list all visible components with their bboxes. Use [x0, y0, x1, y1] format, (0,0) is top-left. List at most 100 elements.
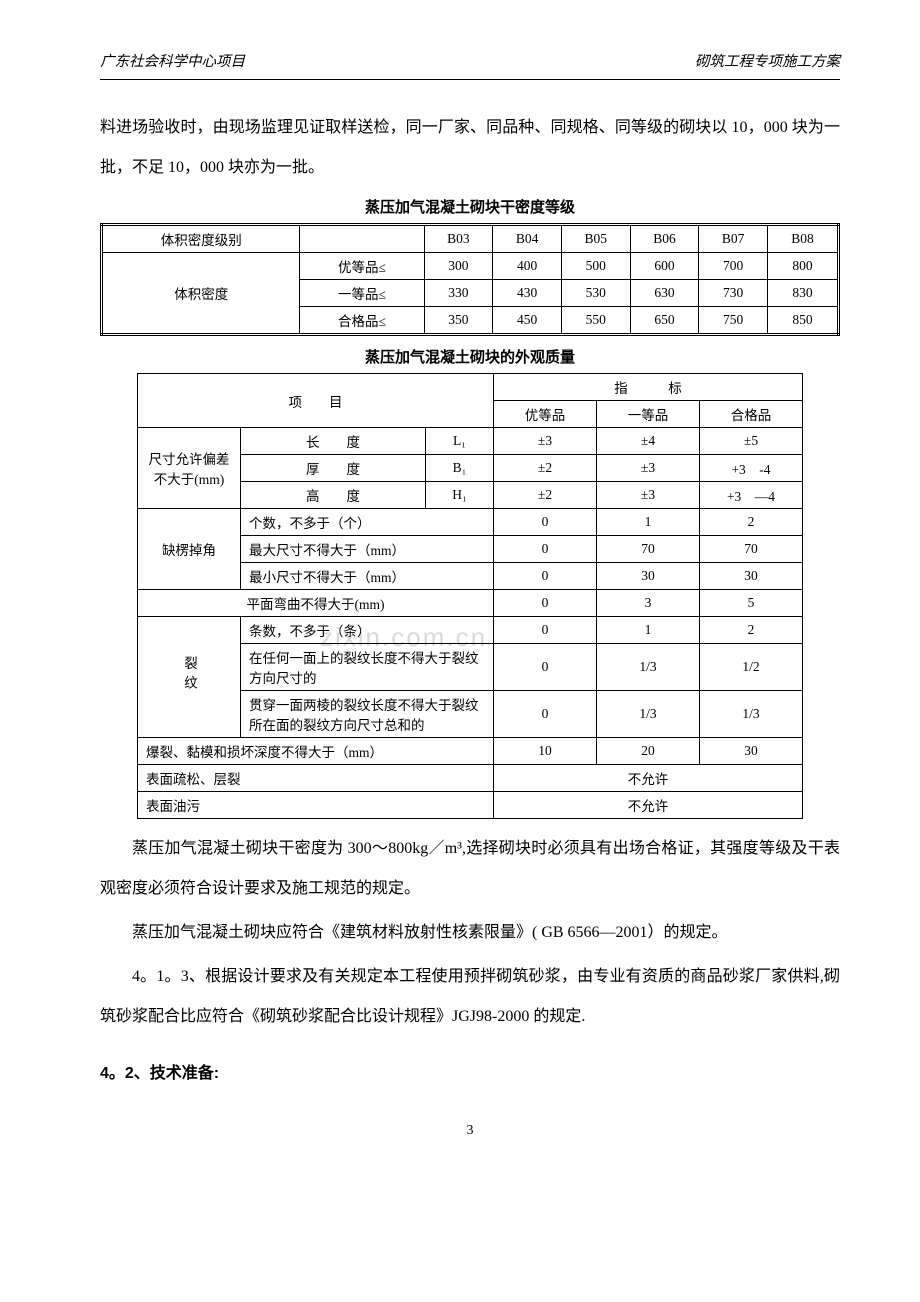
page-header: 广东社会科学中心项目 砌筑工程专项施工方案	[100, 50, 840, 71]
cell: 30	[597, 563, 700, 590]
cell: L₁	[426, 428, 494, 455]
cell: 3	[597, 590, 700, 617]
cell: 500	[561, 253, 630, 280]
cell: 尺寸允许偏差不大于(mm)	[138, 428, 241, 509]
table1-title: 蒸压加气混凝土砌块干密度等级	[100, 196, 840, 217]
cell: 830	[768, 280, 839, 307]
cell: 30	[700, 738, 803, 765]
table-row: 体积密度级别 B03 B04 B05 B06 B07 B08	[102, 225, 839, 253]
table-row: 体积密度 优等品≤ 300 400 500 600 700 800	[102, 253, 839, 280]
cell: ±2	[494, 482, 597, 509]
cell: 最大尺寸不得大于（mm）	[241, 536, 494, 563]
cell: 长 度	[241, 428, 426, 455]
para-2: 蒸压加气混凝土砌块干密度为 300～800kg／m³,选择砌块时必须具有出场合格…	[100, 829, 840, 909]
cell: 高 度	[241, 482, 426, 509]
cell: 0	[494, 691, 597, 738]
cell: 不允许	[494, 765, 803, 792]
cell: 平面弯曲不得大于(mm)	[138, 590, 494, 617]
cell: ±4	[597, 428, 700, 455]
table2-title: 蒸压加气混凝土砌块的外观质量	[100, 346, 840, 367]
table-row: 表面油污 不允许	[138, 792, 803, 819]
section-heading: 4。2、技术准备:	[100, 1055, 840, 1093]
cell: 0	[494, 590, 597, 617]
table-row: 爆裂、黏模和损坏深度不得大于（mm） 10 20 30	[138, 738, 803, 765]
cell: 700	[699, 253, 768, 280]
cell: 430	[493, 280, 562, 307]
cell: +3 —4	[700, 482, 803, 509]
cell: ±5	[700, 428, 803, 455]
cell: 450	[493, 307, 562, 335]
cell: 1	[597, 509, 700, 536]
cell: 1/3	[597, 644, 700, 691]
cell: 合格品≤	[300, 307, 424, 335]
cell: ±2	[494, 455, 597, 482]
cell: B03	[424, 225, 493, 253]
cell: 2	[700, 509, 803, 536]
cell: 贯穿一面两棱的裂纹长度不得大于裂纹所在面的裂纹方向尺寸总和的	[241, 691, 494, 738]
cell: 表面油污	[138, 792, 494, 819]
header-rule	[100, 79, 840, 80]
header-left: 广东社会科学中心项目	[100, 50, 245, 71]
cell: ±3	[494, 428, 597, 455]
para-3: 蒸压加气混凝土砌块应符合《建筑材料放射性核素限量》( GB 6566—2001）…	[100, 913, 840, 953]
table-row: 裂纹 条数，不多于（条） 0 1 2	[138, 617, 803, 644]
cell: 1/2	[700, 644, 803, 691]
cell: 0	[494, 509, 597, 536]
cell: +3 -4	[700, 455, 803, 482]
cell: 630	[630, 280, 699, 307]
cell: 1	[597, 617, 700, 644]
cell: 0	[494, 617, 597, 644]
crack-label: 裂纹	[179, 656, 199, 695]
cell: 10	[494, 738, 597, 765]
cell: 缺楞掉角	[138, 509, 241, 590]
cell: 850	[768, 307, 839, 335]
cell: 550	[561, 307, 630, 335]
cell: 1/3	[597, 691, 700, 738]
appearance-table: 项 目 指 标 优等品 一等品 合格品 尺寸允许偏差不大于(mm) 长 度 L₁…	[137, 373, 803, 819]
cell: 0	[494, 536, 597, 563]
cell: 70	[700, 536, 803, 563]
cell: 1/3	[700, 691, 803, 738]
cell: 70	[597, 536, 700, 563]
cell: 530	[561, 280, 630, 307]
cell: 厚 度	[241, 455, 426, 482]
cell: 750	[699, 307, 768, 335]
cell: 体积密度级别	[102, 225, 300, 253]
cell: 730	[699, 280, 768, 307]
cell: 优等品≤	[300, 253, 424, 280]
cell: 一等品	[597, 401, 700, 428]
cell: 在任何一面上的裂纹长度不得大于裂纹方向尺寸的	[241, 644, 494, 691]
table-row: 平面弯曲不得大于(mm) 0 3 5	[138, 590, 803, 617]
cell: 330	[424, 280, 493, 307]
cell: 合格品	[700, 401, 803, 428]
cell: B08	[768, 225, 839, 253]
cell: 最小尺寸不得大于（mm）	[241, 563, 494, 590]
cell: 表面疏松、层裂	[138, 765, 494, 792]
cell: 800	[768, 253, 839, 280]
cell: 300	[424, 253, 493, 280]
cell: 0	[494, 644, 597, 691]
cell: B₁	[426, 455, 494, 482]
cell: 600	[630, 253, 699, 280]
cell: 5	[700, 590, 803, 617]
cell: 2	[700, 617, 803, 644]
cell: 不允许	[494, 792, 803, 819]
cell: 体积密度	[102, 253, 300, 335]
table-row: 表面疏松、层裂 不允许	[138, 765, 803, 792]
cell: H₁	[426, 482, 494, 509]
para-1: 料进场验收时，由现场监理见证取样送检，同一厂家、同品种、同规格、同等级的砌块以 …	[100, 108, 840, 188]
cell: 裂纹	[138, 617, 241, 738]
cell	[300, 225, 424, 253]
cell: 20	[597, 738, 700, 765]
cell: ±3	[597, 455, 700, 482]
cell: 0	[494, 563, 597, 590]
cell: 30	[700, 563, 803, 590]
cell: 一等品≤	[300, 280, 424, 307]
cell: B04	[493, 225, 562, 253]
cell: 400	[493, 253, 562, 280]
cell: 650	[630, 307, 699, 335]
density-table: 体积密度级别 B03 B04 B05 B06 B07 B08 体积密度 优等品≤…	[100, 223, 840, 336]
page-number: 3	[100, 1123, 840, 1139]
cell: 指 标	[494, 374, 803, 401]
cell: 爆裂、黏模和损坏深度不得大于（mm）	[138, 738, 494, 765]
